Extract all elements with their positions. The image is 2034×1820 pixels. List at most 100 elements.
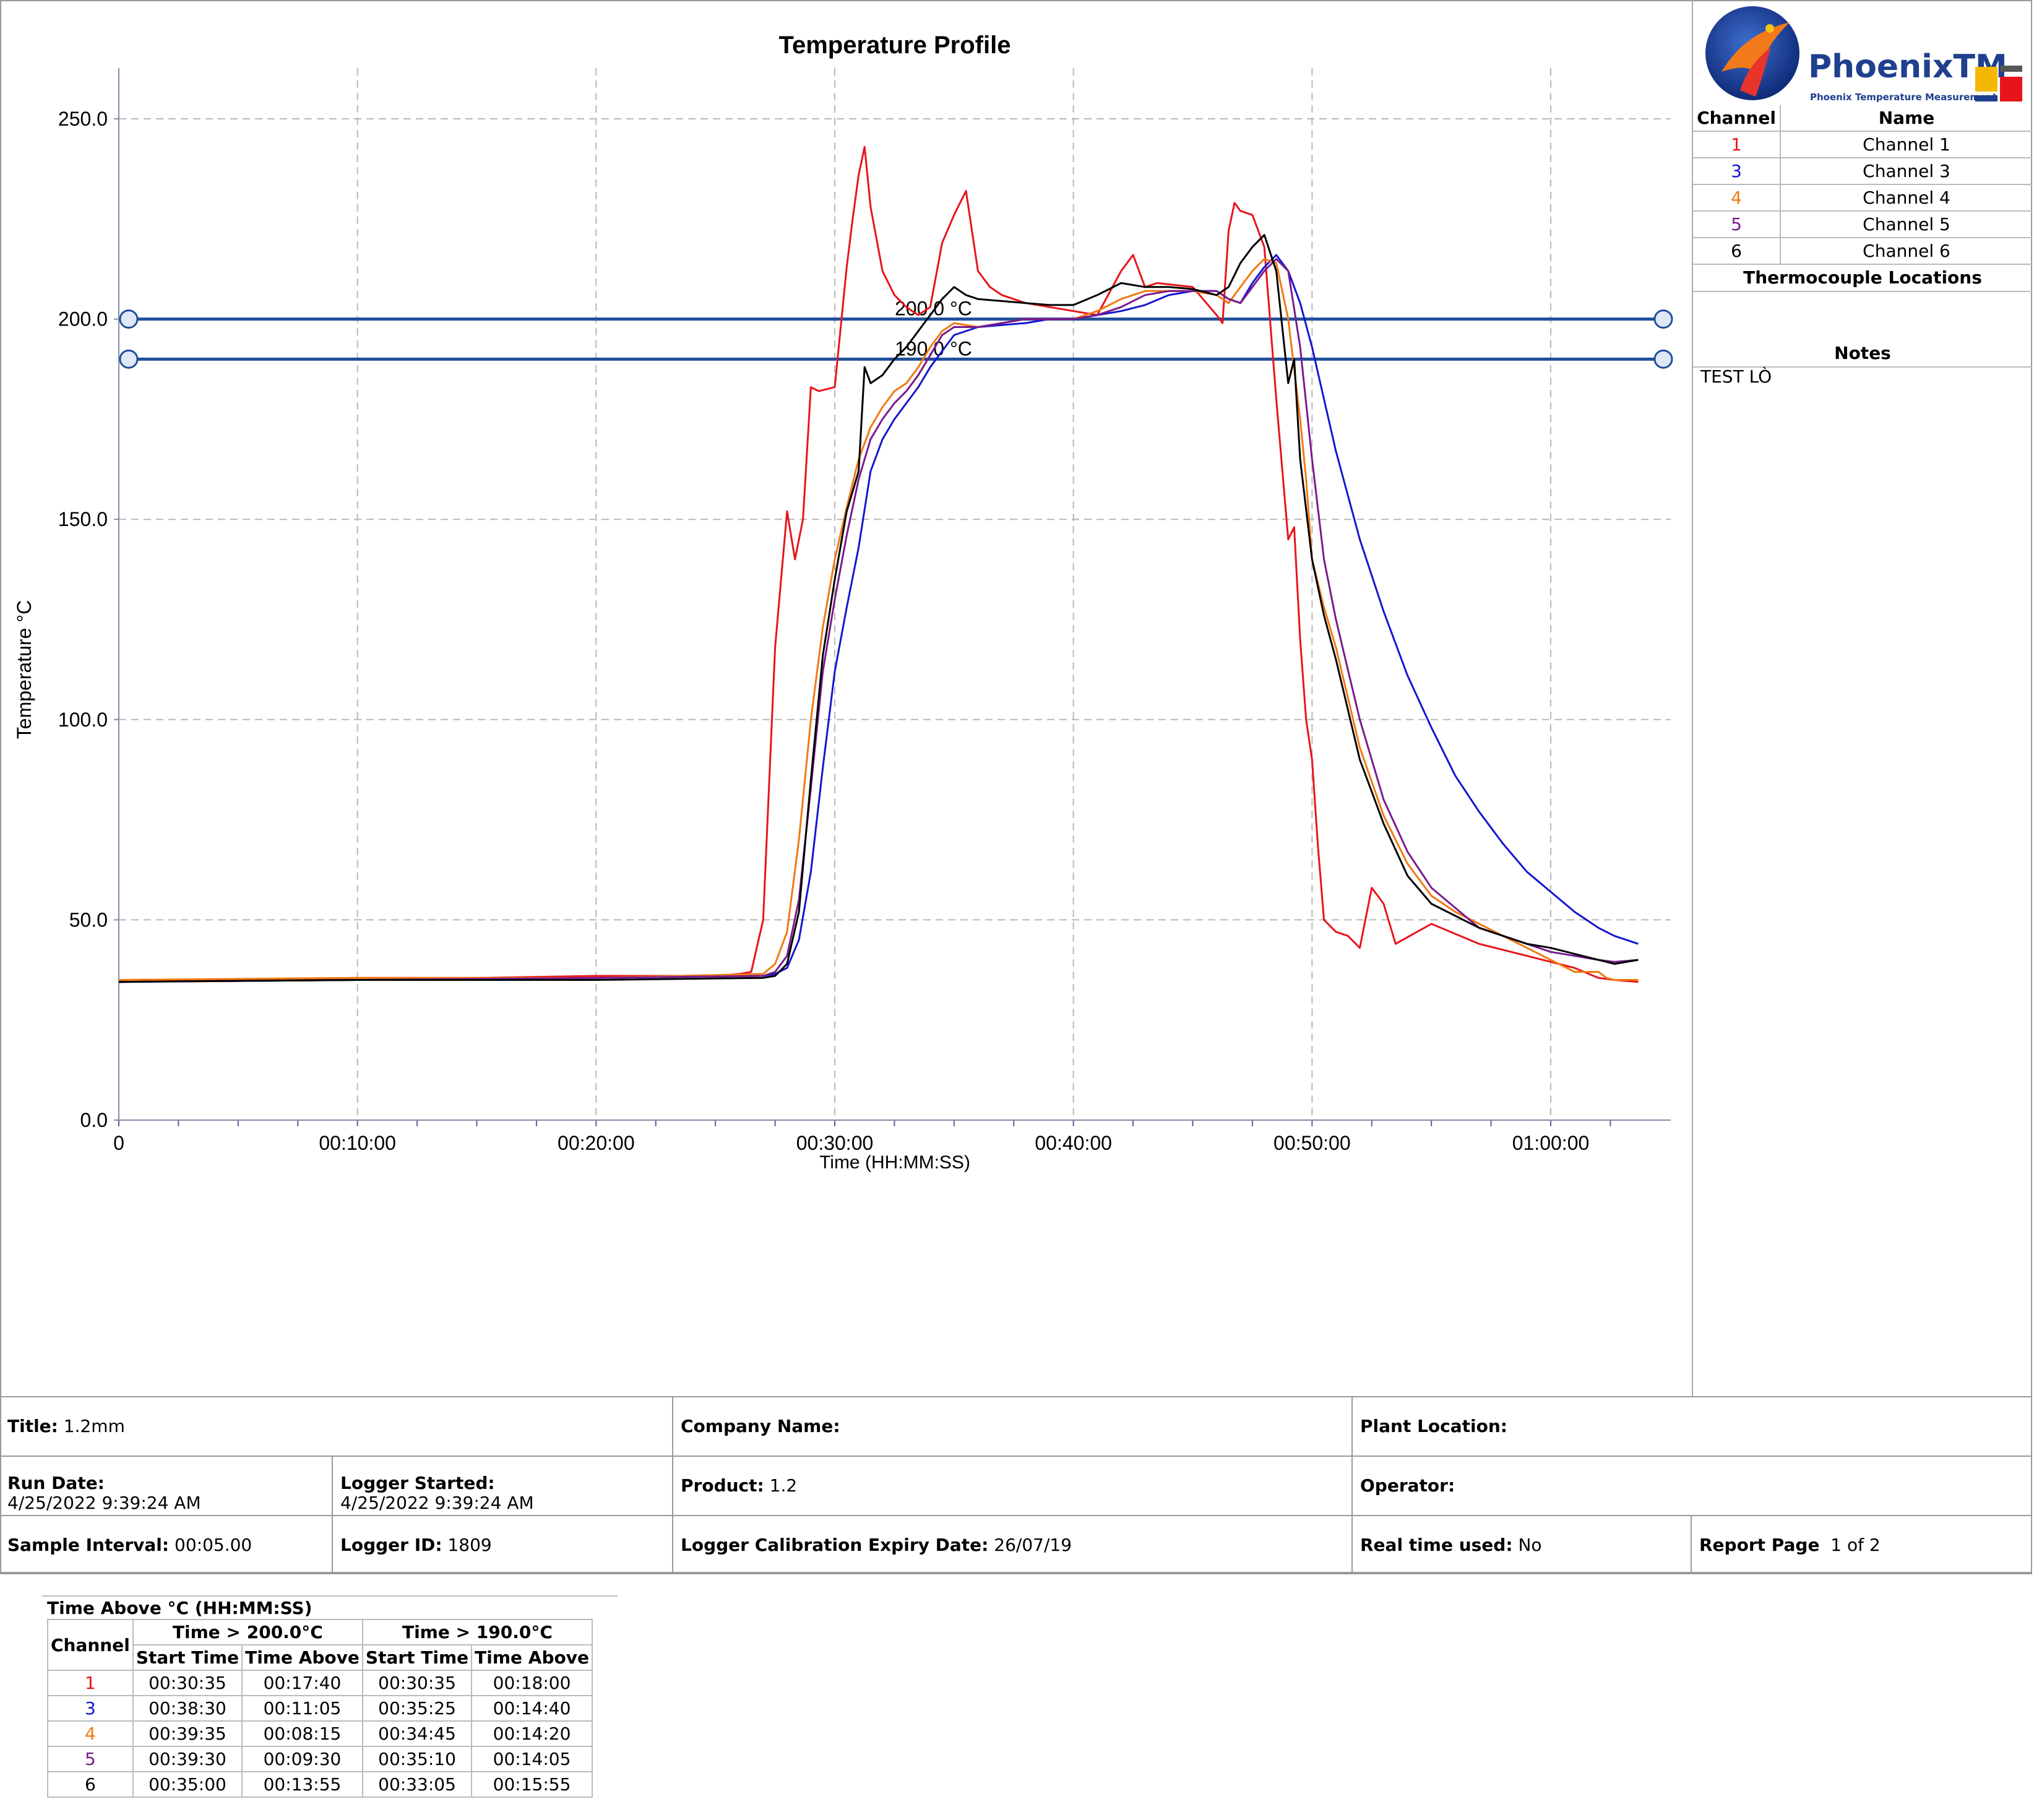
ta-time-cell: 00:15:55 <box>471 1771 593 1798</box>
ta-time-cell: 00:14:40 <box>471 1695 593 1722</box>
time-above-row: 6 00:35:00 00:13:55 00:33:05 00:15:55 <box>47 1771 593 1798</box>
threshold-handle-right <box>1653 349 1673 369</box>
page-frame <box>0 0 2032 1573</box>
series-line-channel-3 <box>118 254 1639 983</box>
channel-number: 6 <box>1693 238 1781 265</box>
ta-time-cell: 00:38:30 <box>132 1695 243 1722</box>
ta-time-cell: 00:34:45 <box>361 1720 473 1747</box>
channel-row: 5 Channel 5 <box>1693 211 2032 238</box>
logger-started-cell: Logger Started: 4/25/2022 9:39:24 AM <box>333 1457 673 1516</box>
time-above-row: 4 00:39:35 00:08:15 00:34:45 00:14:20 <box>47 1720 593 1747</box>
divider <box>42 1595 618 1597</box>
report-page-cell: Report Page 1 of 2 <box>1692 1516 2032 1574</box>
threshold-label: 200.0 °C <box>895 298 972 320</box>
ta-group1-header: Time > 200.0°C <box>132 1619 363 1645</box>
x-axis-label: Time (HH:MM:SS) <box>819 1152 970 1173</box>
product-cell: Product: 1.2 <box>673 1457 1353 1516</box>
y-tick-label: 50.0 <box>69 908 108 931</box>
channel-row: 4 Channel 4 <box>1693 184 2032 212</box>
y-tick-label: 250.0 <box>58 108 108 130</box>
phoenix-bird-icon <box>1705 6 1799 100</box>
time-above-table: Channel Time > 200.0°C Time > 190.0°C St… <box>47 1619 593 1798</box>
real-time-cell: Real time used: No <box>1353 1516 1692 1574</box>
ta-channel-cell: 4 <box>47 1720 134 1747</box>
run-date-cell: Run Date: 4/25/2022 9:39:24 AM <box>0 1457 333 1516</box>
y-tick-label: 100.0 <box>58 709 108 731</box>
ta-above2-header: Time Above <box>471 1644 593 1671</box>
logo-squares-icon <box>1975 66 2022 101</box>
series-line-channel-4 <box>118 258 1639 981</box>
ta-time-cell: 00:14:05 <box>471 1746 593 1772</box>
channel-name: Channel 3 <box>1780 158 2032 185</box>
x-tick-label: 0 <box>113 1132 124 1154</box>
operator-cell: Operator: <box>1353 1457 2032 1516</box>
time-above-row: 5 00:39:30 00:09:30 00:35:10 00:14:05 <box>47 1746 593 1772</box>
ta-channel-cell: 6 <box>47 1771 134 1798</box>
logo-subtitle: Phoenix Temperature Measurement <box>1810 92 1997 103</box>
channel-name: Channel 6 <box>1780 238 2032 265</box>
series-line-channel-5 <box>118 258 1639 983</box>
ta-time-cell: 00:33:05 <box>361 1771 473 1798</box>
ta-start1-header: Start Time <box>132 1644 243 1671</box>
title-value: 1.2mm <box>63 1416 125 1436</box>
threshold-handle-right <box>1653 309 1673 329</box>
chart-title: Temperature Profile <box>779 32 1011 59</box>
ta-channel-cell: 5 <box>47 1746 134 1772</box>
ta-group2-header: Time > 190.0°C <box>361 1619 593 1645</box>
thermocouple-locations-heading: Thermocouple Locations <box>1693 265 2032 292</box>
x-tick-label: 00:50:00 <box>1273 1132 1351 1154</box>
plant-cell: Plant Location: <box>1353 1397 2032 1457</box>
ta-time-cell: 00:39:30 <box>132 1746 243 1772</box>
channel-row: 3 Channel 3 <box>1693 158 2032 185</box>
series-line-channel-6 <box>118 234 1639 983</box>
channel-row: 1 Channel 1 <box>1693 131 2032 158</box>
channel-number: 4 <box>1693 184 1781 212</box>
ta-time-cell: 00:08:15 <box>241 1720 363 1747</box>
y-tick-label: 200.0 <box>58 308 108 330</box>
company-cell: Company Name: <box>673 1397 1353 1457</box>
ta-channel-cell: 1 <box>47 1670 134 1696</box>
threshold-handle-left <box>119 349 139 369</box>
ta-time-cell: 00:13:55 <box>241 1771 363 1798</box>
ta-time-cell: 00:14:20 <box>471 1720 593 1747</box>
time-above-row: 3 00:38:30 00:11:05 00:35:25 00:14:40 <box>47 1695 593 1722</box>
channel-legend-table: Channel Name 1 Channel 1 3 Channel 3 4 Channe… <box>1693 105 2032 265</box>
ta-time-cell: 00:30:35 <box>361 1670 473 1696</box>
sample-interval-cell: Sample Interval: 00:05.00 <box>0 1516 333 1574</box>
channel-row: 6 Channel 6 <box>1693 238 2032 265</box>
ta-channel-cell: 3 <box>47 1695 134 1722</box>
threshold-handle-left <box>119 309 139 329</box>
ta-time-cell: 00:30:35 <box>132 1670 243 1696</box>
channel-name: Channel 4 <box>1780 184 2032 212</box>
ta-time-cell: 00:39:35 <box>132 1720 243 1747</box>
x-tick-label: 00:20:00 <box>558 1132 635 1154</box>
run-info-grid: Title: 1.2mm Company Name: Plant Locatio… <box>0 1396 2032 1574</box>
calibration-cell: Logger Calibration Expiry Date: 26/07/19 <box>673 1516 1353 1574</box>
channel-number: 5 <box>1693 211 1781 238</box>
channel-number: 1 <box>1693 131 1781 158</box>
name-column-header: Name <box>1780 105 2032 132</box>
ta-time-cell: 00:17:40 <box>241 1670 363 1696</box>
channel-name: Channel 5 <box>1780 211 2032 238</box>
channel-column-header: Channel <box>1693 105 1781 132</box>
ta-time-cell: 00:09:30 <box>241 1746 363 1772</box>
logger-id-cell: Logger ID: 1809 <box>333 1516 673 1574</box>
ta-time-cell: 00:11:05 <box>241 1695 363 1722</box>
x-tick-label: 00:10:00 <box>319 1132 396 1154</box>
logger-started-value: 4/25/2022 9:39:24 AM <box>340 1493 534 1513</box>
notes-text: TEST LÒ <box>1700 366 1772 387</box>
x-tick-label: 00:30:00 <box>796 1132 874 1154</box>
ta-time-cell: 00:35:00 <box>132 1771 243 1798</box>
ta-start2-header: Start Time <box>361 1644 473 1671</box>
title-cell: Title: 1.2mm <box>0 1397 673 1457</box>
series-line-channel-1 <box>118 145 1639 983</box>
right-panel: PhoenixTM Phoenix Temperature Measuremen… <box>1692 0 2032 1396</box>
y-tick-label: 0.0 <box>80 1109 108 1131</box>
ta-time-cell: 00:35:25 <box>361 1695 473 1722</box>
logo-wordmark: PhoenixTM <box>1808 48 2007 85</box>
ta-channel-header: Channel <box>47 1619 134 1671</box>
notes-heading: Notes <box>1693 340 2032 368</box>
temperature-chart: Temperature Profile Temperature °C Time … <box>13 32 1673 1173</box>
ta-time-cell: 00:35:10 <box>361 1746 473 1772</box>
x-tick-label: 01:00:00 <box>1512 1132 1590 1154</box>
